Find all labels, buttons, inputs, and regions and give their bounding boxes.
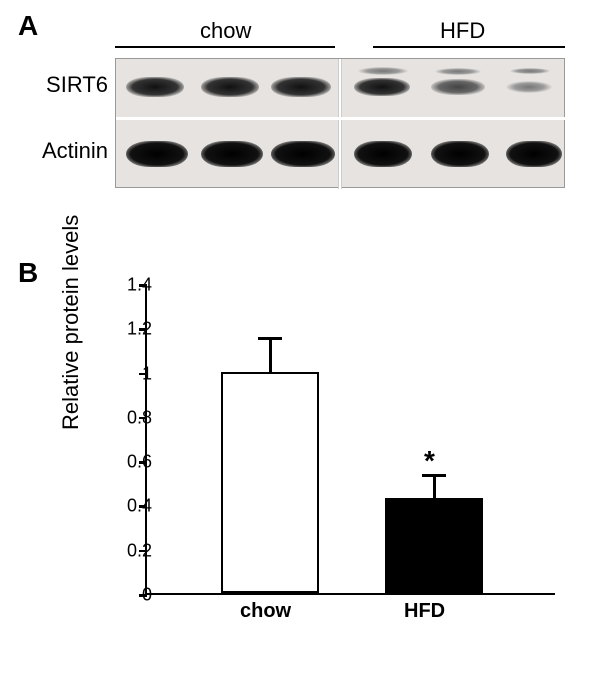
actinin-band: [126, 141, 188, 167]
sirt6-upper-band: [435, 68, 481, 75]
y-tick-label: 0.6: [112, 452, 152, 473]
plot-area: [145, 285, 555, 595]
panel-b: B Relative protein levels 00.20.40.60.81…: [0, 265, 604, 675]
actinin-band: [354, 141, 412, 167]
y-tick-label: 0.8: [112, 407, 152, 428]
sirt6-band: [126, 77, 184, 97]
sirt6-upper-band: [510, 68, 550, 74]
bar-chart: 0 0.2 0.4 0.6 0.8 1 1.2 1.4 chow * HFD: [100, 275, 570, 655]
error-bar: [433, 475, 436, 499]
y-tick-label: 1: [112, 363, 152, 384]
group-line-hfd: [373, 46, 565, 48]
sirt6-upper-band: [358, 67, 408, 75]
x-label-chow: chow: [240, 600, 291, 623]
y-tick-label: 1.2: [112, 319, 152, 340]
actinin-band: [201, 141, 263, 167]
y-tick-label: 1.4: [112, 275, 152, 296]
lane-separator: [338, 59, 342, 189]
actinin-band: [271, 141, 335, 167]
error-cap: [258, 337, 282, 340]
row-separator: [116, 117, 566, 120]
sirt6-band: [506, 81, 552, 93]
y-tick-label: 0: [112, 585, 152, 606]
actinin-band: [506, 141, 562, 167]
significance-marker: *: [424, 445, 435, 477]
group-label-hfd: HFD: [440, 18, 485, 44]
actinin-band: [431, 141, 489, 167]
blot-image: [115, 58, 565, 188]
row-label-sirt6: SIRT6: [18, 72, 108, 98]
x-label-hfd: HFD: [404, 600, 445, 623]
error-bar: [269, 338, 272, 373]
y-axis-label: Relative protein levels: [58, 215, 84, 430]
bar-chow: [221, 372, 319, 593]
sirt6-band: [271, 77, 331, 97]
sirt6-band: [431, 79, 485, 95]
sirt6-band: [201, 77, 259, 97]
bar-hfd: [385, 498, 483, 593]
panel-a: A chow HFD SIRT6 Actinin: [0, 10, 604, 210]
sirt6-band: [354, 78, 410, 96]
y-tick-label: 0.2: [112, 540, 152, 561]
panel-b-label: B: [18, 257, 38, 289]
group-label-chow: chow: [200, 18, 251, 44]
group-line-chow: [115, 46, 335, 48]
panel-a-label: A: [18, 10, 38, 42]
row-label-actinin: Actinin: [18, 138, 108, 164]
y-tick-label: 0.4: [112, 496, 152, 517]
